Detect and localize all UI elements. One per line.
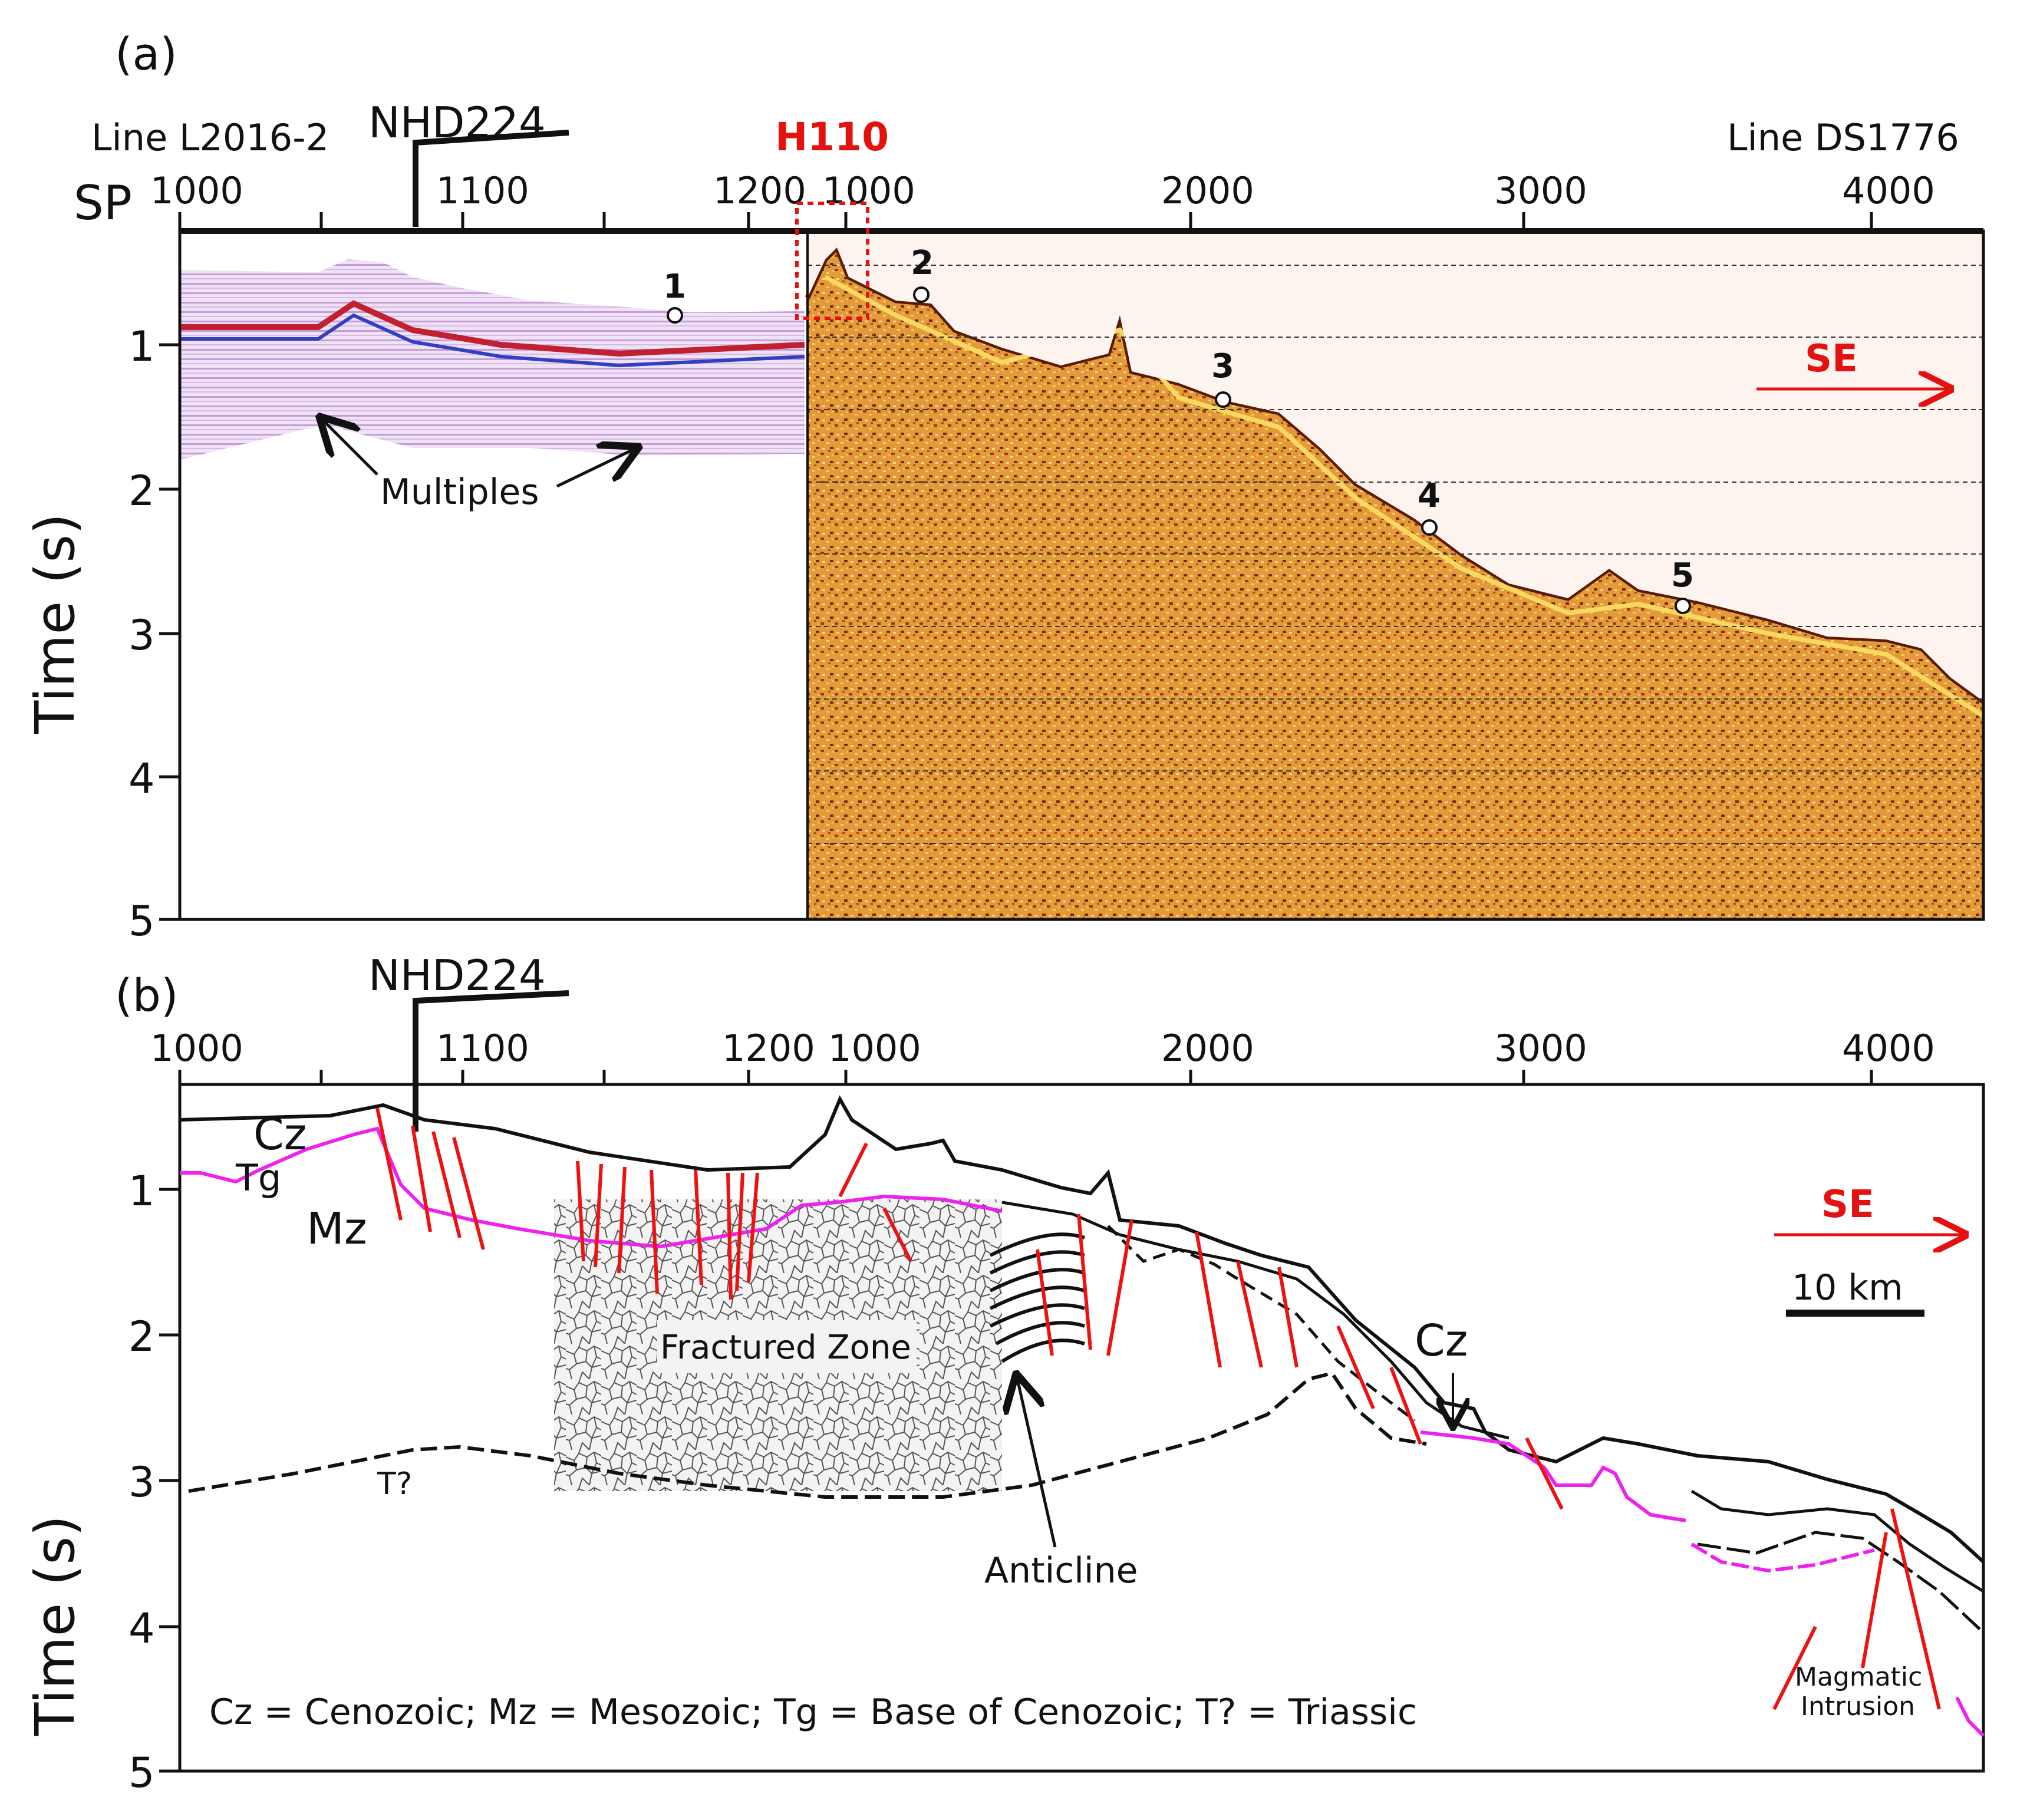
ytick-a-4: 4	[128, 754, 155, 803]
crossing-line-label-b: NHD224	[368, 951, 546, 1000]
unit-cz-mid: Cz	[1415, 1315, 1468, 1366]
panel-a-label: (a)	[115, 28, 177, 80]
ytick-b-1: 1	[128, 1167, 155, 1215]
panel-a: (a) Line L2016-2 Line DS1776 NHD224 H110…	[24, 28, 1985, 945]
lower-horizon-2	[1697, 1531, 1985, 1634]
unit-mz: Mz	[307, 1204, 367, 1254]
strong-reflector-left-2	[180, 313, 805, 368]
triassic-horizon	[188, 1371, 1427, 1499]
right-line-label: Line DS1776	[1727, 116, 1959, 159]
top-ticks-b	[178, 1070, 1873, 1084]
tick-b-3000: 3000	[1494, 1027, 1587, 1070]
tick-a-1200: 1200	[713, 169, 806, 212]
point-4: 4	[1418, 477, 1441, 515]
y-ticks-a	[159, 343, 180, 921]
anticline-arrow	[1017, 1376, 1057, 1548]
multiples-label: Multiples	[380, 472, 539, 513]
tick-a-1100: 1100	[436, 169, 529, 212]
legend-text: Cz = Cenozoic; Mz = Mesozoic; Tg = Base …	[209, 1692, 1417, 1733]
ytick-b-5: 5	[128, 1749, 155, 1797]
y-axis-title-a: Time (s)	[24, 513, 87, 734]
ytick-b-3: 3	[128, 1458, 155, 1506]
anticline-label: Anticline	[984, 1550, 1138, 1591]
ytick-a-2: 2	[128, 467, 155, 515]
panel-b-label: (b)	[115, 969, 179, 1021]
tick-b-1200: 1200	[722, 1027, 815, 1070]
tg-horizon-west	[180, 1126, 1003, 1249]
multiples-arrow-left	[321, 418, 378, 476]
crossing-line-marker-b	[413, 990, 569, 1132]
numbered-points	[667, 286, 1691, 614]
ytick-b-2: 2	[128, 1313, 155, 1361]
unit-tg: Tg	[235, 1156, 281, 1199]
time-gridlines-a	[808, 265, 1983, 844]
point-5: 5	[1671, 556, 1694, 595]
point-3: 3	[1211, 347, 1234, 385]
tg-horizon-east-3	[1955, 1696, 1985, 1737]
tg-horizon-east-2	[1690, 1542, 1875, 1573]
tie-box	[795, 202, 869, 320]
magmatic-label-1: Magmatic	[1795, 1662, 1922, 1692]
ytick-b-4: 4	[128, 1604, 155, 1653]
anticline-reflectors	[989, 1232, 1085, 1363]
seismic-profile-right	[808, 248, 1983, 919]
ytick-a-5: 5	[128, 897, 155, 945]
unit-triassic: T?	[377, 1466, 412, 1502]
seafloor-horizon	[179, 1095, 1985, 1564]
left-line-label: Line L2016-2	[91, 116, 329, 159]
tick-a-1000-left: 1000	[150, 169, 243, 212]
ytick-a-1: 1	[128, 322, 155, 371]
tg-horizon-east	[1420, 1430, 1686, 1522]
tick-a-2000: 2000	[1161, 169, 1254, 212]
magmatic-label-2: Intrusion	[1801, 1692, 1915, 1722]
tick-a-1000-right: 1000	[822, 169, 915, 212]
point-1: 1	[663, 268, 686, 306]
ytick-a-3: 3	[128, 611, 155, 660]
tick-b-1100: 1100	[436, 1027, 529, 1070]
strong-reflector-left	[180, 300, 805, 357]
multiples-arrow-right	[556, 448, 637, 488]
tick-b-1000-left: 1000	[150, 1027, 243, 1070]
tick-a-4000: 4000	[1842, 169, 1935, 212]
scale-bar-label: 10 km	[1792, 1267, 1903, 1308]
water-column-right	[808, 230, 1983, 701]
tie-label: H110	[775, 114, 889, 160]
tick-a-3000: 3000	[1494, 169, 1587, 212]
direction-label-b: SE	[1821, 1183, 1874, 1226]
panel-b: (b) NHD224 1000 1100 1200 1000 2000 3000…	[24, 951, 1985, 1797]
unit-cz-top: Cz	[253, 1109, 307, 1160]
point-2: 2	[911, 244, 934, 282]
frame-a	[178, 229, 1985, 921]
y-ticks-b	[159, 1188, 180, 1773]
dashed-horizon-mid	[1107, 1225, 1416, 1422]
frame-b	[178, 1083, 1985, 1773]
y-axis-title-b: Time (s)	[24, 1515, 87, 1736]
seismic-profile-left	[180, 259, 805, 460]
top-ticks-a	[178, 212, 1873, 231]
tick-b-1000-right: 1000	[828, 1027, 921, 1070]
fractured-zone-label-bg	[657, 1320, 917, 1373]
tick-b-4000: 4000	[1842, 1027, 1935, 1070]
fractured-zone-label: Fractured Zone	[660, 1328, 911, 1367]
lower-horizon-1	[1690, 1489, 1985, 1593]
tick-b-2000: 2000	[1161, 1027, 1254, 1070]
sp-label: SP	[74, 176, 132, 230]
crossing-line-marker-a	[413, 130, 569, 227]
blank-area-left	[180, 454, 805, 919]
bright-reflector-right	[824, 275, 1985, 718]
faults	[375, 1107, 1941, 1710]
direction-label-a: SE	[1805, 337, 1858, 381]
